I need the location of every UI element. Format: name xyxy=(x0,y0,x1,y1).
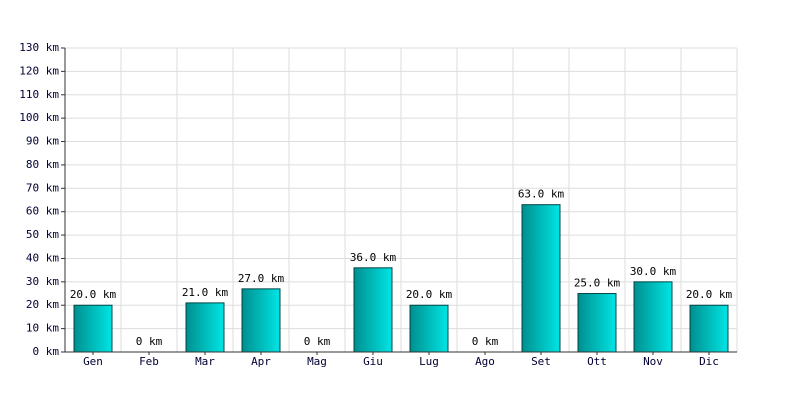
value-label: 63.0 km xyxy=(518,188,565,201)
value-label: 20.0 km xyxy=(70,288,117,301)
value-label: 30.0 km xyxy=(630,265,677,278)
x-tick-label: Giu xyxy=(363,355,383,368)
x-tick-label: Mar xyxy=(195,355,215,368)
y-tick-label: 80 km xyxy=(26,158,59,171)
bar xyxy=(521,204,561,353)
bar xyxy=(353,267,393,353)
y-tick-label: 70 km xyxy=(26,181,59,194)
value-label: 27.0 km xyxy=(238,272,285,285)
y-tick-label: 0 km xyxy=(33,345,60,358)
value-label: 20.0 km xyxy=(686,288,733,301)
y-tick-label: 20 km xyxy=(26,298,59,311)
x-tick-label: Feb xyxy=(139,355,159,368)
value-label: 0 km xyxy=(304,335,331,348)
y-tick-label: 120 km xyxy=(19,64,59,77)
y-tick-label: 90 km xyxy=(26,135,59,148)
bar xyxy=(577,293,617,353)
value-label: 36.0 km xyxy=(350,251,397,264)
value-label: 25.0 km xyxy=(574,277,621,290)
value-label: 0 km xyxy=(472,335,499,348)
y-tick-label: 40 km xyxy=(26,251,59,264)
y-tick-label: 60 km xyxy=(26,205,59,218)
x-tick-label: Dic xyxy=(699,355,719,368)
x-tick-label: Mag xyxy=(307,355,327,368)
bar xyxy=(73,304,113,353)
y-tick-label: 10 km xyxy=(26,322,59,335)
x-tick-label: Set xyxy=(531,355,551,368)
x-tick-label: Ott xyxy=(587,355,607,368)
y-tick-label: 110 km xyxy=(19,88,59,101)
bar xyxy=(633,281,673,353)
bar xyxy=(689,304,729,353)
x-tick-label: Nov xyxy=(643,355,663,368)
y-tick-label: 50 km xyxy=(26,228,59,241)
y-tick-label: 30 km xyxy=(26,275,59,288)
x-tick-label: Gen xyxy=(83,355,103,368)
bar xyxy=(185,302,225,353)
value-label: 20.0 km xyxy=(406,288,453,301)
x-tick-label: Ago xyxy=(475,355,495,368)
y-tick-label: 130 km xyxy=(19,41,59,54)
x-tick-label: Apr xyxy=(251,355,271,368)
x-tick-label: Lug xyxy=(419,355,439,368)
y-tick-label: 100 km xyxy=(19,111,59,124)
bar xyxy=(409,304,449,353)
value-label: 21.0 km xyxy=(182,286,229,299)
value-label: 0 km xyxy=(136,335,163,348)
bar xyxy=(241,288,281,353)
